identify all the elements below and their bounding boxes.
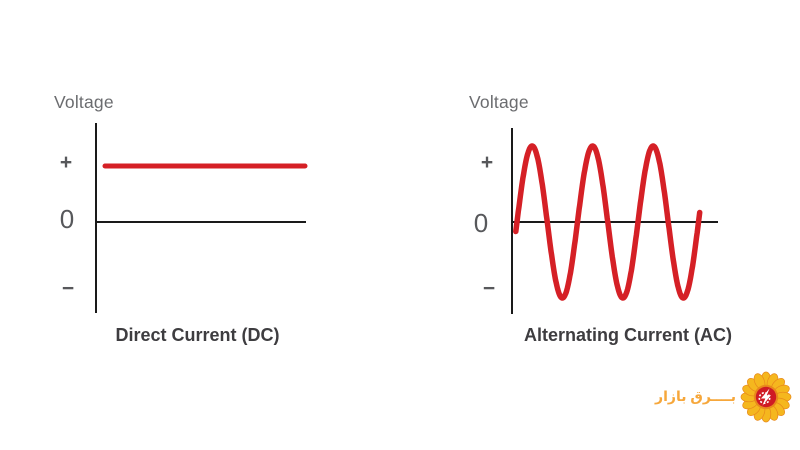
- dc-zero-axis-line: [95, 221, 306, 223]
- ac-zero-axis-line: [511, 221, 718, 223]
- gear-icon: [758, 391, 771, 404]
- ac-y-axis-line: [511, 128, 513, 314]
- dc-tick-minus: −: [61, 277, 75, 300]
- dc-waveform: [102, 163, 308, 169]
- logo-wordmark: بــــرق بازار: [655, 388, 736, 404]
- lightning-bolt-icon: [761, 388, 771, 406]
- ac-caption: Alternating Current (AC): [524, 325, 732, 345]
- ac-tick-zero: 0: [473, 208, 489, 238]
- sunflower-lightning-icon: [740, 371, 792, 423]
- dc-axis-title: Voltage: [54, 92, 114, 112]
- ac-waveform: [513, 143, 703, 301]
- ac-tick-minus: −: [482, 277, 496, 300]
- dc-y-axis-line: [95, 123, 97, 313]
- flower-petals: [740, 371, 792, 423]
- dc-tick-plus: +: [59, 151, 73, 174]
- dc-caption: Direct Current (DC): [115, 325, 280, 345]
- ac-axis-title: Voltage: [469, 92, 529, 112]
- ac-tick-plus: +: [480, 151, 494, 174]
- dc-tick-zero: 0: [59, 204, 75, 234]
